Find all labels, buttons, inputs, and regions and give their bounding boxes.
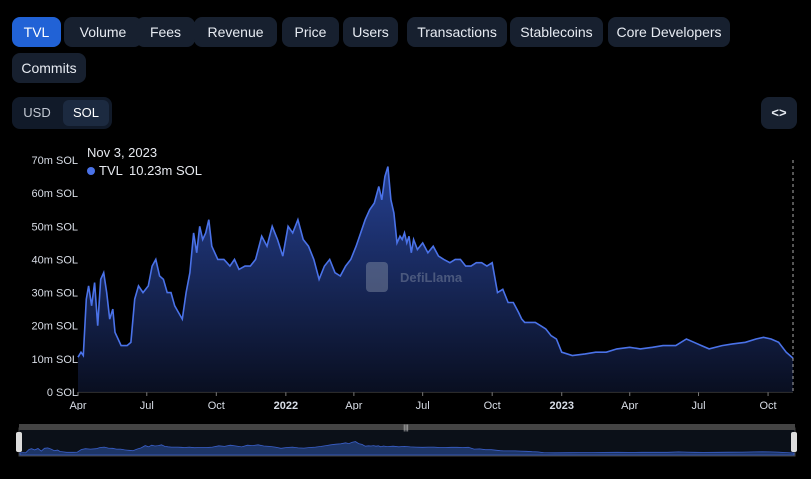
x-tick-label: Apr <box>621 400 638 410</box>
tab-fees[interactable]: Fees <box>136 17 195 47</box>
tab-users[interactable]: Users <box>343 17 398 47</box>
sol-option[interactable]: SOL <box>63 100 109 126</box>
brush-selection-bar[interactable] <box>19 424 795 430</box>
tab-core-developers[interactable]: Core Developers <box>608 17 730 47</box>
tooltip-date: Nov 3, 2023 <box>87 145 157 160</box>
usd-option[interactable]: USD <box>23 105 51 120</box>
code-brackets-icon: <> <box>771 105 787 120</box>
x-tick-label: Jul <box>140 400 154 410</box>
tooltip-value: 10.23m SOL <box>129 163 202 178</box>
tooltip: Nov 3, 2023 TVL 10.23m SOL <box>87 145 202 178</box>
x-tick-label: Jul <box>416 400 430 410</box>
y-tick-label: 60m SOL <box>32 188 78 200</box>
y-tick-label: 50m SOL <box>32 221 78 233</box>
tab-commits[interactable]: Commits <box>12 53 86 83</box>
brush-right-handle[interactable] <box>791 432 797 452</box>
x-tick-label: Oct <box>484 400 501 410</box>
y-tick-label: 40m SOL <box>32 254 78 266</box>
tab-stablecoins[interactable]: Stablecoins <box>510 17 603 47</box>
embed-button[interactable]: <> <box>761 97 797 129</box>
unit-toggle: USD SOL <box>12 97 112 129</box>
tooltip-marker <box>87 167 95 175</box>
brush-grip-icon: ||| <box>403 425 409 432</box>
x-tick-label: Jul <box>691 400 705 410</box>
tab-revenue[interactable]: Revenue <box>194 17 277 47</box>
y-tick-label: 30m SOL <box>32 288 78 300</box>
y-tick-label: 70m SOL <box>32 155 78 167</box>
brush-preview-area <box>19 441 795 456</box>
y-tick-label: 20m SOL <box>32 321 78 333</box>
y-tick-label: 0 SOL <box>47 387 78 399</box>
range-brush[interactable]: ||| <box>0 422 811 462</box>
x-tick-label: Oct <box>208 400 225 410</box>
x-tick-label: Apr <box>69 400 86 410</box>
tooltip-series: TVL <box>99 163 123 178</box>
tab-transactions[interactable]: Transactions <box>407 17 507 47</box>
tvl-line <box>77 166 794 359</box>
watermark: DefiLlama <box>366 262 463 292</box>
y-tick-label: 10m SOL <box>32 354 78 366</box>
x-tick-label: 2023 <box>549 400 573 410</box>
tab-price[interactable]: Price <box>282 17 339 47</box>
x-tick-label: 2022 <box>274 400 298 410</box>
x-tick-label: Apr <box>345 400 362 410</box>
brush-left-handle[interactable] <box>16 432 22 452</box>
watermark-text: DefiLlama <box>400 270 463 285</box>
tvl-area <box>78 166 793 392</box>
x-tick-label: Oct <box>759 400 776 410</box>
tab-tvl[interactable]: TVL <box>12 17 61 47</box>
tvl-chart: 0 SOL 10m SOL 20m SOL 30m SOL 40m SOL 50m SOL… <box>32 145 794 410</box>
tab-volume[interactable]: Volume <box>64 17 142 47</box>
